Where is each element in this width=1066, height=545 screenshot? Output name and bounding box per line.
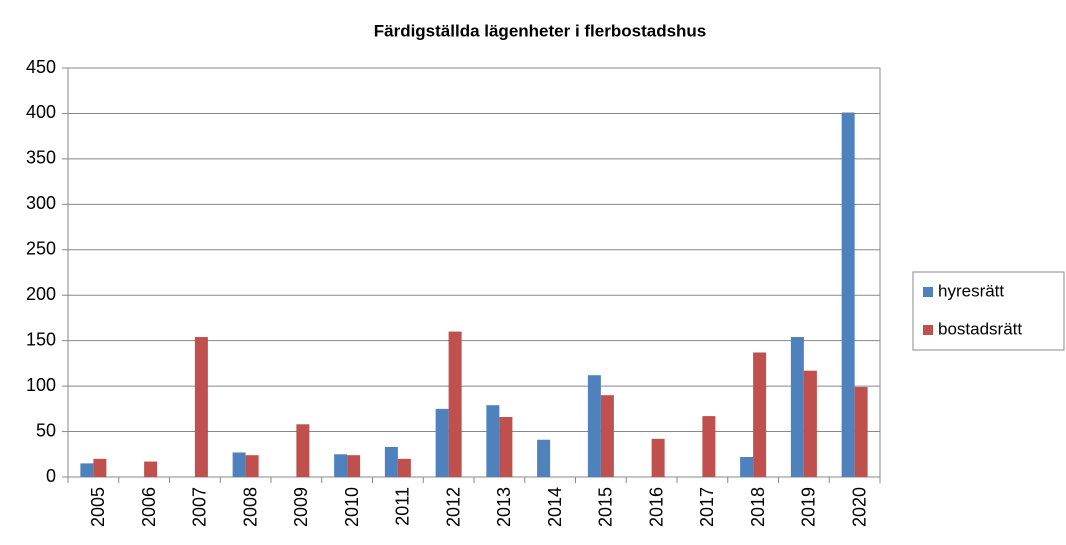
legend-box [912,271,1065,351]
x-tick-label: 2013 [494,487,514,527]
bar [144,461,158,477]
y-tick-label: 200 [26,284,56,304]
legend-label: bostadsrätt [938,319,1022,338]
legend-swatch [923,325,933,335]
bar [334,454,348,477]
x-tick-label: 2020 [849,487,869,527]
bar [587,375,601,477]
bar [740,457,754,477]
legend-label: hyresrätt [938,281,1004,300]
x-tick-label: 2016 [646,487,666,527]
bar [435,408,449,477]
bar [537,439,551,477]
x-tick-label: 2014 [545,487,565,527]
y-tick-label: 400 [26,102,56,122]
legend-swatch [923,287,933,297]
bar [384,447,398,477]
y-tick-label: 250 [26,239,56,259]
bar [347,455,361,477]
bar [448,331,462,477]
bar [93,458,107,477]
y-tick-label: 300 [26,193,56,213]
x-tick-label: 2018 [748,487,768,527]
y-tick-label: 150 [26,329,56,349]
x-tick-label: 2012 [443,487,463,527]
bar [296,424,310,477]
bar [803,370,817,477]
x-tick-label: 2009 [291,487,311,527]
bar [600,395,614,477]
bar [80,463,94,477]
bar [702,416,716,477]
chart-title: Färdigställda lägenheter i flerbostadshu… [374,21,707,40]
y-tick-label: 50 [36,420,56,440]
x-tick-label: 2011 [393,487,413,526]
bar [790,337,804,477]
bar [397,458,411,477]
bar [841,112,855,477]
bar [486,405,500,477]
bar [651,438,665,477]
x-tick-label: 2008 [240,487,260,527]
x-tick-label: 2007 [190,487,210,527]
bar [245,455,259,477]
y-tick-label: 100 [26,375,56,395]
bar [194,337,208,477]
bar [854,387,868,477]
bar [753,352,767,477]
x-tick-label: 2015 [596,487,616,527]
bar [499,417,513,477]
bar [232,452,246,477]
x-tick-label: 2017 [697,487,717,527]
x-tick-label: 2010 [342,487,362,527]
y-tick-label: 450 [26,57,56,77]
y-tick-label: 350 [26,148,56,168]
y-tick-label: 0 [46,466,56,486]
x-tick-label: 2006 [139,487,159,527]
x-tick-label: 2005 [88,487,108,527]
x-tick-label: 2019 [799,487,819,527]
